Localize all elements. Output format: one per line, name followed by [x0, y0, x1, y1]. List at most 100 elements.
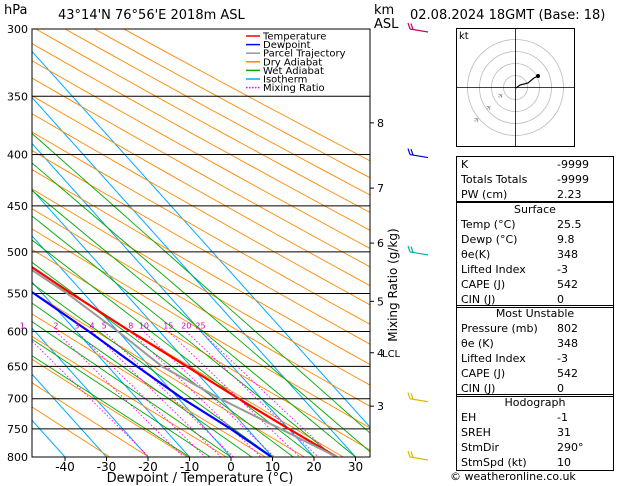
surface-label: θe(K): [461, 248, 491, 261]
mixing-ratio-line: [55, 331, 185, 457]
surface-table: Surface Temp (°C) 25.5 Dewp (°C) 9.8 θe(K) 34…: [456, 201, 614, 308]
legend-item: Temperature: [262, 32, 326, 43]
dry-adiabat-line: [94, 29, 370, 179]
surface-label: Lifted Index: [461, 263, 526, 276]
temperature-tick-label: 10: [265, 460, 280, 474]
isotherm-line: [32, 50, 370, 428]
legend-item: Parcel Trajectory: [263, 49, 346, 60]
mixing-ratio-label: 20: [181, 321, 191, 330]
location-title: 43°14'N 76°56'E 2018m ASL: [58, 8, 245, 23]
index-row: PW (cm) 2.23: [457, 187, 613, 202]
most-unstable-value: 802: [557, 322, 578, 335]
dry-adiabat-line: [32, 406, 110, 457]
wind-barb: [407, 392, 429, 403]
skewt-traces: [32, 265, 338, 457]
most-unstable-value: 542: [557, 367, 578, 380]
most-unstable-title: Most Unstable: [495, 307, 575, 320]
hodograph-end-marker: [536, 74, 540, 78]
dry-adiabat-line: [32, 382, 149, 457]
wet-adiabat-line: [32, 355, 190, 457]
mixing-ratio-label: 15: [163, 321, 173, 330]
hodograph-label: SREH: [461, 426, 491, 439]
mixing-ratio-label: 1: [20, 321, 25, 330]
index-row: K -9999: [457, 157, 613, 172]
mixing-ratio-label: 8: [128, 321, 133, 330]
index-label: PW (cm): [461, 188, 508, 201]
dewpoint-trace: [32, 290, 273, 457]
mixing-ratio-line: [200, 331, 334, 457]
most-unstable-label: Pressure (mb): [461, 322, 538, 335]
pressure-tick-label: 450: [7, 200, 28, 213]
wind-barb: [407, 245, 429, 256]
parcel-trajectory-trace: [32, 268, 338, 457]
dry-adiabat-line: [32, 313, 266, 457]
wind-barb-flag: [410, 393, 414, 400]
temperature-tick-label: -30: [97, 460, 117, 474]
mixing-ratio-axis-title: Mixing Ratio (g/kg): [386, 228, 400, 341]
hodograph-label: StmSpd (kt): [461, 456, 527, 469]
wind-barb: [407, 22, 429, 33]
pressure-tick-label: 350: [7, 90, 28, 103]
pressure-tick-label: 750: [7, 423, 28, 436]
pressure-tick-label: 600: [7, 325, 28, 338]
mixing-ratio-label: 4: [89, 321, 94, 330]
hodograph-row: EH -1: [457, 410, 613, 425]
wet-adiabat-line: [32, 132, 370, 434]
index-value: 2.23: [557, 188, 582, 201]
pressure-tick-label: 650: [7, 360, 28, 373]
surface-label: CAPE (J): [461, 278, 506, 291]
isotherm-line: [32, 189, 273, 457]
hpa-unit-label: hPa: [4, 3, 28, 18]
wet-adiabat-line: [32, 338, 211, 457]
dry-adiabat-line: [32, 43, 370, 231]
surface-row: Temp (°C) 25.5: [457, 217, 613, 232]
legend-item: Mixing Ratio: [263, 83, 325, 94]
hodograph-value: 31: [557, 426, 571, 439]
hodograph-row: StmSpd (kt) 10: [457, 455, 613, 470]
most-unstable-value: 0: [557, 382, 564, 395]
hodograph-table: Hodograph EH -1 SREH 31 StmDir 290° StmSpd (kt…: [456, 394, 614, 471]
svg-text:✈: ✈: [496, 90, 507, 101]
surface-row: CIN (J) 0: [457, 292, 613, 307]
x-axis-title: Dewpoint / Temperature (°C): [107, 471, 294, 486]
isotherm-line: [32, 327, 149, 457]
most-unstable-row: Lifted Index -3: [457, 351, 613, 366]
datetime-title: 02.08.2024 18GMT (Base: 18): [410, 8, 606, 23]
most-unstable-row: Pressure (mb) 802: [457, 321, 613, 336]
surface-label: Dewp (°C): [461, 233, 518, 246]
height-km-label: 5: [377, 295, 384, 308]
mixing-ratio-label: 3: [74, 321, 79, 330]
hodograph-unit-label: kt: [459, 31, 469, 42]
most-unstable-value: 348: [557, 337, 578, 350]
most-unstable-label: Lifted Index: [461, 352, 526, 365]
wind-barb: [407, 148, 429, 159]
pressure-tick-label: 400: [7, 149, 28, 162]
height-km-label: 3: [377, 400, 384, 413]
temperature-trace: [32, 265, 338, 457]
mixing-ratio-label: 2: [53, 321, 58, 330]
wind-barb-flag: [407, 450, 411, 458]
most-unstable-row: θe (K) 348: [457, 336, 613, 351]
dry-adiabat-line: [64, 29, 370, 196]
svg-text:✈: ✈: [484, 102, 495, 113]
lcl-label: LCL: [382, 349, 401, 360]
surface-value: 25.5: [557, 218, 582, 231]
height-km-label: 8: [377, 117, 384, 130]
temperature-tick-label: -40: [55, 460, 75, 474]
most-unstable-row: CAPE (J) 542: [457, 366, 613, 381]
most-unstable-label: θe (K): [461, 337, 494, 350]
copyright-footer[interactable]: © weatheronline.co.uk: [450, 470, 576, 483]
most-unstable-table: Most Unstable Pressure (mb) 802 θe (K) 348 L…: [456, 305, 614, 397]
wind-barb-flag: [410, 451, 414, 458]
most-unstable-value: -3: [557, 352, 568, 365]
temperature-tick-label: -20: [138, 460, 158, 474]
wet-adiabat-line: [32, 321, 232, 457]
legend-item: Isotherm: [263, 75, 307, 86]
wind-barb-flag: [407, 148, 411, 155]
wind-barb-flag: [410, 23, 414, 30]
height-km-label: 4: [377, 347, 384, 360]
mixing-ratio-label: 25: [195, 321, 205, 330]
isotherm-line: [32, 281, 190, 457]
wind-barb-flag: [410, 148, 414, 156]
surface-value: 9.8: [557, 233, 575, 246]
